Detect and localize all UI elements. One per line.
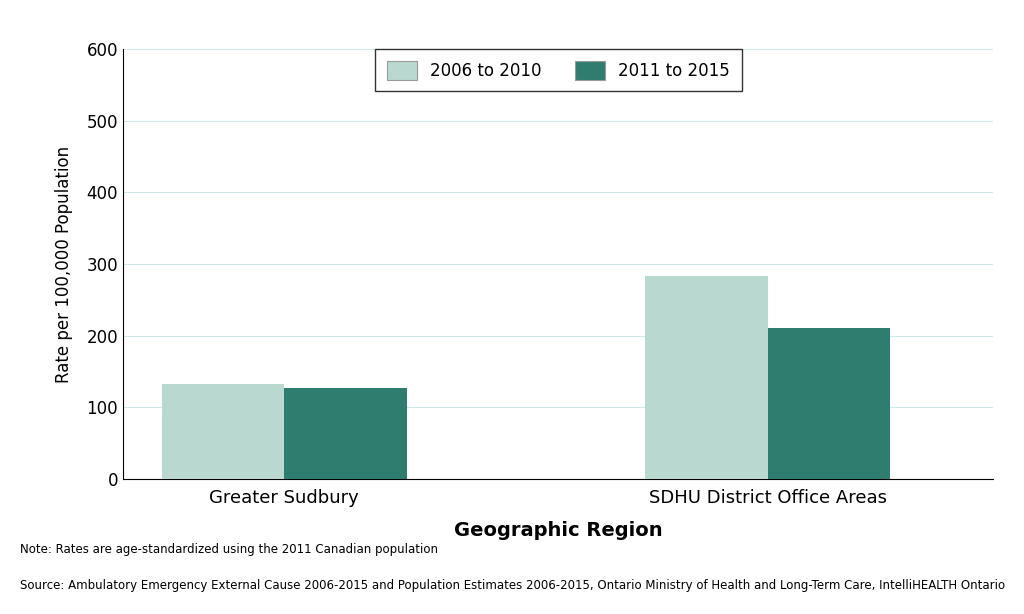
Text: Note: Rates are age-standardized using the 2011 Canadian population: Note: Rates are age-standardized using t… (20, 543, 438, 556)
Bar (645, 276, 768, 479)
Text: Source: Ambulatory Emergency External Cause 2006-2015 and Population Estimates 2: Source: Ambulatory Emergency External Ca… (20, 580, 1006, 593)
X-axis label: Geographic Region: Geographic Region (454, 521, 663, 540)
Bar (162, 384, 284, 479)
Bar (768, 328, 890, 479)
Legend: 2006 to 2010, 2011 to 2015: 2006 to 2010, 2011 to 2015 (375, 49, 741, 91)
Y-axis label: Rate per 100,000 Population: Rate per 100,000 Population (54, 146, 73, 383)
Bar (284, 388, 407, 479)
